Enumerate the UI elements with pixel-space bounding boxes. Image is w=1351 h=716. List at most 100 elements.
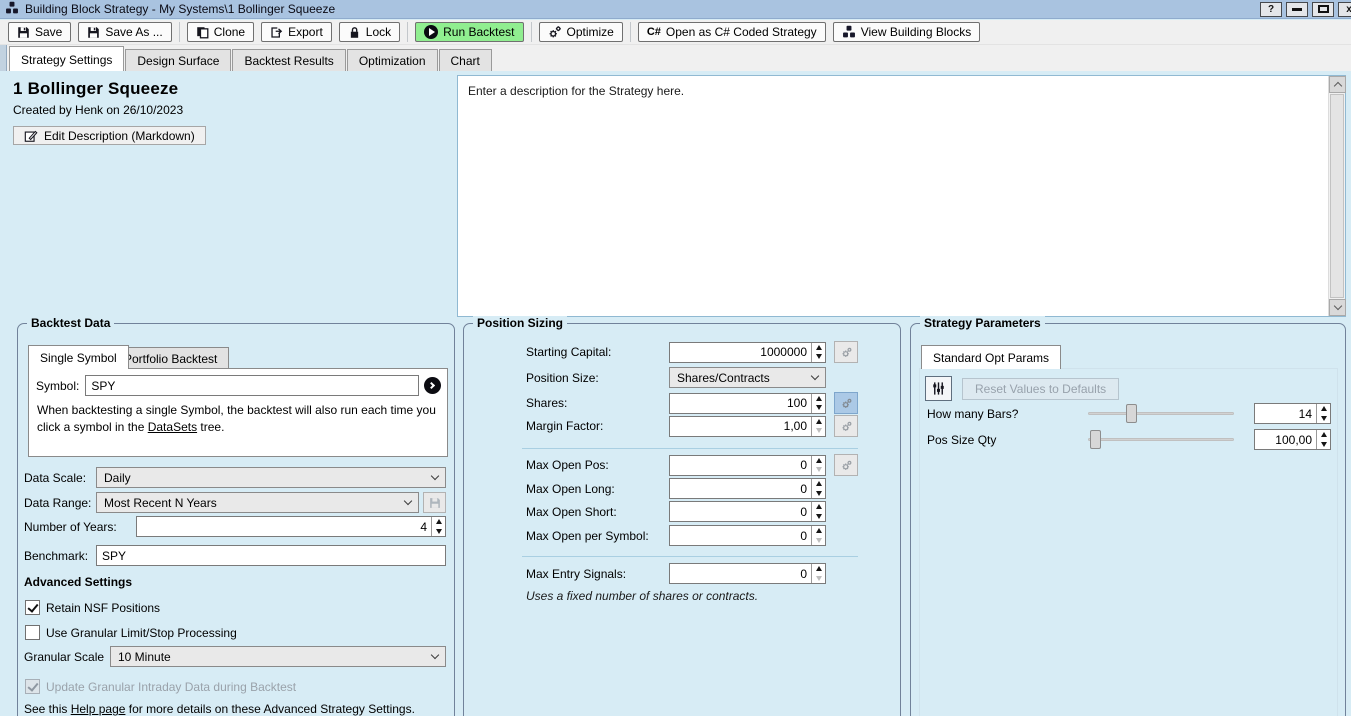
tab-optimization[interactable]: Optimization <box>346 49 438 71</box>
save-button[interactable]: Save <box>8 22 72 42</box>
save-as-button[interactable]: Save As ... <box>78 22 172 42</box>
toolbar-separator <box>530 22 532 42</box>
maximize-button[interactable] <box>1312 1 1334 17</box>
tab-backtest-results[interactable]: Backtest Results <box>232 49 346 71</box>
symbol-input[interactable]: SPY <box>85 375 419 396</box>
shares-stepper[interactable]: 100 <box>669 392 826 414</box>
strategy-parameters-title: Strategy Parameters <box>920 316 1045 330</box>
slider-thumb[interactable] <box>1126 404 1138 423</box>
spin-down-icon[interactable] <box>1317 440 1330 450</box>
description-editor[interactable]: Enter a description for the Strategy her… <box>457 75 1346 317</box>
spin-up-icon[interactable] <box>1317 404 1330 414</box>
minimize-button[interactable] <box>1286 1 1308 17</box>
max-entry-signals-stepper[interactable]: 0 <box>669 563 826 584</box>
position-size-value: Shares/Contracts <box>677 370 770 385</box>
scroll-up-icon[interactable] <box>1329 76 1346 93</box>
spin-down-icon[interactable] <box>812 465 825 475</box>
retain-nsf-checkbox[interactable] <box>25 600 40 615</box>
view-building-blocks-label: View Building Blocks <box>860 25 972 39</box>
clone-button[interactable]: Clone <box>186 22 255 42</box>
scroll-down-icon[interactable] <box>1329 299 1346 316</box>
help-note: See this Help page for more details on t… <box>24 702 415 716</box>
spin-up-icon[interactable] <box>812 526 825 536</box>
strategy-title: 1 Bollinger Squeeze <box>13 79 179 98</box>
data-scale-select[interactable]: Daily <box>96 467 446 488</box>
close-button[interactable]: x <box>1338 1 1351 17</box>
edit-description-button[interactable]: Edit Description (Markdown) <box>13 126 206 145</box>
tab-single-symbol[interactable]: Single Symbol <box>28 345 129 369</box>
how-many-bars-slider[interactable] <box>1088 404 1235 423</box>
spin-up-icon[interactable] <box>812 479 825 489</box>
max-open-per-symbol-label: Max Open per Symbol: <box>526 528 649 543</box>
spin-down-icon[interactable] <box>812 403 825 413</box>
spin-down-icon[interactable] <box>812 426 825 436</box>
max-open-long-stepper[interactable]: 0 <box>669 478 826 499</box>
max-entry-signals-label: Max Entry Signals: <box>526 566 627 581</box>
retain-nsf-label: Retain NSF Positions <box>46 600 161 615</box>
window-controls: ? x <box>1260 1 1351 17</box>
spin-up-icon[interactable] <box>432 517 445 527</box>
export-button[interactable]: Export <box>261 22 332 42</box>
starting-capital-stepper[interactable]: 1000000 <box>669 341 826 363</box>
margin-factor-label: Margin Factor: <box>526 419 604 433</box>
granular-scale-value: 10 Minute <box>118 649 171 664</box>
datasets-link[interactable]: DataSets <box>147 420 198 435</box>
run-icon <box>424 25 439 39</box>
spin-down-icon[interactable] <box>1317 414 1330 424</box>
tab-portfolio-backtest[interactable]: Portfolio Backtest <box>112 347 230 369</box>
help-page-link[interactable]: Help page <box>70 702 126 716</box>
description-scrollbar[interactable] <box>1328 76 1346 316</box>
lock-button[interactable]: Lock <box>338 22 401 42</box>
spin-down-icon[interactable] <box>812 489 825 499</box>
symbol-go-icon[interactable] <box>424 377 441 394</box>
spin-up-icon[interactable] <box>812 502 825 512</box>
spin-down-icon[interactable] <box>812 352 825 362</box>
spin-up-icon[interactable] <box>812 394 825 404</box>
save-range-button[interactable] <box>423 492 446 513</box>
parameter-sliders-button[interactable] <box>925 376 952 401</box>
spin-up-icon[interactable] <box>812 564 825 574</box>
spin-down-icon[interactable] <box>812 512 825 522</box>
advanced-settings-title: Advanced Settings <box>24 575 133 589</box>
scrollbar-thumb[interactable] <box>1330 94 1344 298</box>
margin-factor-stepper[interactable]: 1,00 <box>669 415 826 437</box>
divider <box>522 556 858 557</box>
spin-up-icon[interactable] <box>1317 430 1330 440</box>
tab-design-surface[interactable]: Design Surface <box>125 49 232 71</box>
benchmark-label: Benchmark: <box>24 548 89 563</box>
spin-down-icon[interactable] <box>432 527 445 537</box>
tab-strategy-settings[interactable]: Strategy Settings <box>9 46 125 71</box>
tab-standard-opt-params[interactable]: Standard Opt Params <box>921 345 1062 369</box>
help-button[interactable]: ? <box>1260 1 1282 17</box>
max-open-short-value: 0 <box>800 504 807 519</box>
export-icon <box>271 26 283 38</box>
run-backtest-button[interactable]: Run Backtest <box>415 22 524 42</box>
number-of-years-stepper[interactable]: 4 <box>136 516 446 537</box>
benchmark-input[interactable]: SPY <box>96 545 446 566</box>
how-many-bars-value: 14 <box>1298 406 1312 421</box>
optimize-button[interactable]: Optimize <box>538 22 623 42</box>
view-building-blocks-button[interactable]: View Building Blocks <box>832 22 981 42</box>
position-size-select[interactable]: Shares/Contracts <box>669 367 826 388</box>
pos-size-qty-stepper[interactable]: 100,00 <box>1254 429 1331 450</box>
granular-scale-select[interactable]: 10 Minute <box>110 646 446 667</box>
open-csharp-button[interactable]: C# Open as C# Coded Strategy <box>637 22 826 42</box>
max-open-short-stepper[interactable]: 0 <box>669 501 826 522</box>
max-open-pos-stepper[interactable]: 0 <box>669 454 826 476</box>
spin-up-icon[interactable] <box>812 456 825 466</box>
spin-up-icon[interactable] <box>812 417 825 427</box>
strategy-settings-page: 1 Bollinger Squeeze Created by Henk on 2… <box>0 71 1351 716</box>
how-many-bars-stepper[interactable]: 14 <box>1254 403 1331 424</box>
margin-factor-gear-icon <box>834 415 858 437</box>
max-open-per-symbol-stepper[interactable]: 0 <box>669 525 826 546</box>
spin-down-icon[interactable] <box>812 536 825 546</box>
spin-down-icon[interactable] <box>812 574 825 584</box>
tab-chart[interactable]: Chart <box>438 49 492 71</box>
pos-size-qty-slider[interactable] <box>1088 430 1235 449</box>
slider-thumb[interactable] <box>1089 430 1101 449</box>
data-range-select[interactable]: Most Recent N Years <box>96 492 419 513</box>
spin-up-icon[interactable] <box>812 343 825 353</box>
backtest-data-group: Backtest Data Single Symbol Portfolio Ba… <box>17 316 455 716</box>
shares-gear-icon[interactable] <box>834 392 858 414</box>
granular-processing-checkbox[interactable] <box>25 625 40 640</box>
